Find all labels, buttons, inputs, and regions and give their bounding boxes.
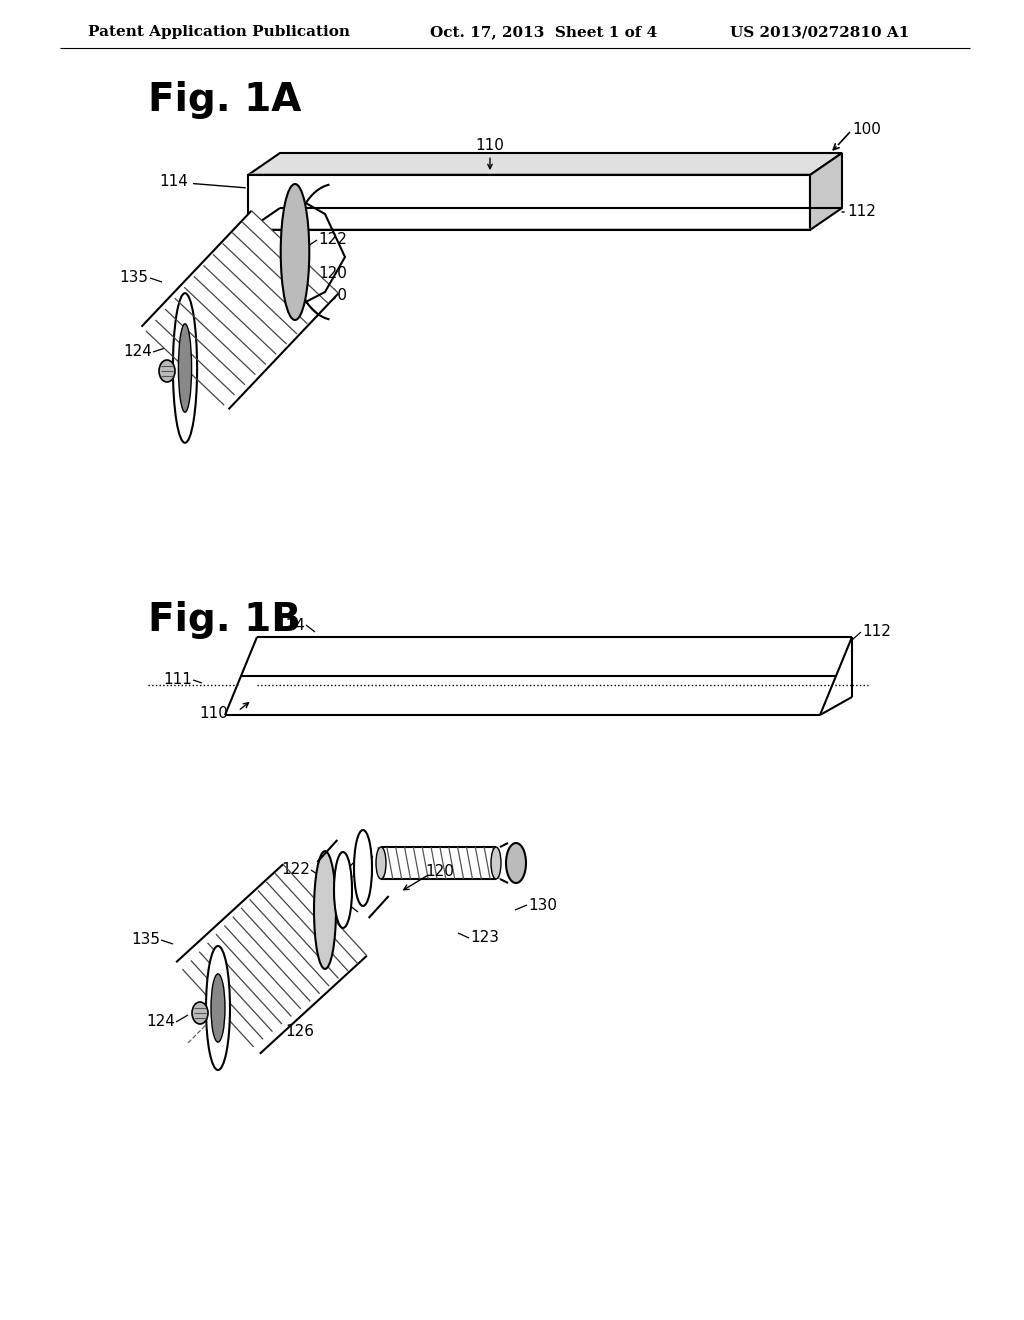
Ellipse shape bbox=[506, 843, 526, 883]
Polygon shape bbox=[176, 865, 367, 1053]
Polygon shape bbox=[248, 153, 842, 176]
Text: 135: 135 bbox=[131, 932, 160, 948]
Ellipse shape bbox=[490, 847, 501, 879]
Text: 110: 110 bbox=[199, 705, 228, 721]
Ellipse shape bbox=[178, 323, 191, 412]
Text: Oct. 17, 2013  Sheet 1 of 4: Oct. 17, 2013 Sheet 1 of 4 bbox=[430, 25, 657, 40]
Text: Fig. 1A: Fig. 1A bbox=[148, 81, 301, 119]
Ellipse shape bbox=[159, 360, 175, 381]
Text: 123: 123 bbox=[470, 931, 499, 945]
Ellipse shape bbox=[354, 830, 372, 906]
Polygon shape bbox=[810, 153, 842, 230]
Text: Fig. 1B: Fig. 1B bbox=[148, 601, 301, 639]
Text: 114: 114 bbox=[276, 618, 305, 632]
Ellipse shape bbox=[281, 183, 309, 319]
Text: 126: 126 bbox=[285, 1024, 314, 1040]
Text: 124: 124 bbox=[123, 345, 152, 359]
Polygon shape bbox=[141, 211, 339, 409]
Ellipse shape bbox=[284, 191, 306, 313]
Ellipse shape bbox=[211, 974, 225, 1041]
Polygon shape bbox=[248, 176, 810, 230]
Ellipse shape bbox=[376, 847, 386, 879]
Text: 120: 120 bbox=[318, 265, 347, 281]
Text: 112: 112 bbox=[842, 205, 876, 219]
Text: 111: 111 bbox=[163, 672, 193, 688]
Text: 122: 122 bbox=[282, 862, 310, 878]
Text: 120: 120 bbox=[425, 865, 454, 879]
Text: 121: 121 bbox=[355, 854, 384, 870]
Text: 100: 100 bbox=[852, 123, 881, 137]
Ellipse shape bbox=[206, 946, 230, 1071]
Text: 114: 114 bbox=[159, 174, 245, 190]
Text: 130: 130 bbox=[318, 288, 347, 302]
Ellipse shape bbox=[193, 1002, 208, 1024]
Text: 135: 135 bbox=[119, 271, 148, 285]
Text: 126: 126 bbox=[280, 314, 309, 330]
Ellipse shape bbox=[334, 851, 352, 928]
Text: Patent Application Publication: Patent Application Publication bbox=[88, 25, 350, 40]
Ellipse shape bbox=[173, 293, 197, 442]
Text: US 2013/0272810 A1: US 2013/0272810 A1 bbox=[730, 25, 909, 40]
Text: 128: 128 bbox=[319, 898, 348, 912]
Text: 130: 130 bbox=[528, 898, 557, 912]
Text: 122: 122 bbox=[318, 232, 347, 248]
Text: 110: 110 bbox=[475, 137, 505, 169]
Text: 112: 112 bbox=[862, 624, 891, 639]
Text: 124: 124 bbox=[146, 1015, 175, 1030]
Ellipse shape bbox=[314, 851, 336, 969]
